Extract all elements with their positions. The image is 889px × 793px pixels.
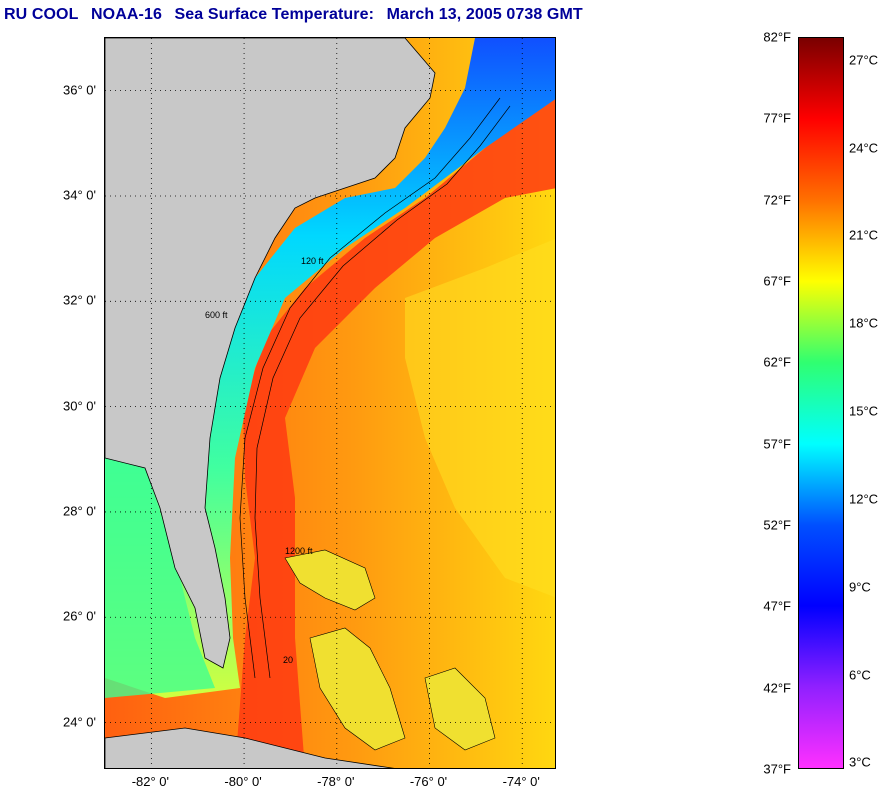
celsius-tick-label: 24°C	[849, 140, 879, 156]
lat-tick-label: 24° 0'	[63, 714, 96, 730]
continental-shelf-water	[105, 38, 555, 698]
cuba-land	[105, 727, 395, 768]
bathymetry-contours	[239, 97, 511, 679]
contour-label: 20	[283, 655, 293, 665]
lat-tick-label: 28° 0'	[63, 503, 96, 519]
celsius-tick-label: 3°C	[849, 754, 871, 770]
gulf-of-mexico-shelf	[105, 458, 215, 698]
fahrenheit-tick-label: 82°F	[763, 29, 791, 45]
bahamas-bank	[284, 549, 496, 751]
sst-map-svg: 120 ft 600 ft 1200 ft 20	[105, 38, 555, 768]
celsius-tick-label: 6°C	[849, 667, 871, 683]
contour-labels: 120 ft 600 ft 1200 ft 20	[205, 256, 324, 665]
fahrenheit-tick-label: 42°F	[763, 680, 791, 696]
lon-tick-label: -74° 0'	[502, 774, 540, 789]
celsius-tick-label: 21°C	[849, 227, 879, 243]
celsius-tick-label: 12°C	[849, 491, 879, 507]
temperature-colorbar	[798, 37, 844, 769]
sst-map[interactable]: 120 ft 600 ft 1200 ft 20	[104, 37, 556, 769]
gulf-stream	[235, 98, 555, 768]
sargasso-warm-area	[405, 238, 555, 598]
map-title: RU COOL NOAA-16 Sea Surface Temperature:…	[4, 6, 591, 24]
celsius-tick-label: 9°C	[849, 579, 871, 595]
contour-label: 120 ft	[301, 256, 324, 266]
celsius-tick-label: 15°C	[849, 403, 879, 419]
title-org: RU COOL	[4, 6, 79, 23]
title-datetime: March 13, 2005 0738 GMT	[386, 6, 583, 23]
lat-tick-label: 32° 0'	[63, 292, 96, 308]
fahrenheit-tick-label: 47°F	[763, 598, 791, 614]
fahrenheit-tick-label: 72°F	[763, 192, 791, 208]
fahrenheit-tick-label: 67°F	[763, 273, 791, 289]
lon-tick-label: -82° 0'	[131, 774, 169, 789]
lat-tick-label: 34° 0'	[63, 187, 96, 203]
lat-tick-label: 30° 0'	[63, 398, 96, 414]
fahrenheit-tick-label: 37°F	[763, 761, 791, 777]
land-mass	[105, 38, 436, 669]
contour-label: 1200 ft	[285, 546, 313, 556]
fahrenheit-tick-label: 77°F	[763, 110, 791, 126]
lon-tick-label: -78° 0'	[317, 774, 355, 789]
celsius-tick-label: 18°C	[849, 315, 879, 331]
celsius-tick-label: 27°C	[849, 52, 879, 68]
fahrenheit-tick-label: 62°F	[763, 354, 791, 370]
title-product: Sea Surface Temperature:	[174, 6, 375, 23]
lat-tick-label: 36° 0'	[63, 82, 96, 98]
contour-label: 600 ft	[205, 310, 228, 320]
lat-tick-label: 26° 0'	[63, 608, 96, 624]
fahrenheit-tick-label: 57°F	[763, 436, 791, 452]
lon-tick-label: -76° 0'	[409, 774, 448, 789]
map-gridlines	[105, 38, 555, 768]
lon-tick-label: -80° 0'	[224, 774, 262, 789]
fahrenheit-tick-label: 52°F	[763, 517, 791, 533]
title-satellite: NOAA-16	[91, 6, 162, 23]
